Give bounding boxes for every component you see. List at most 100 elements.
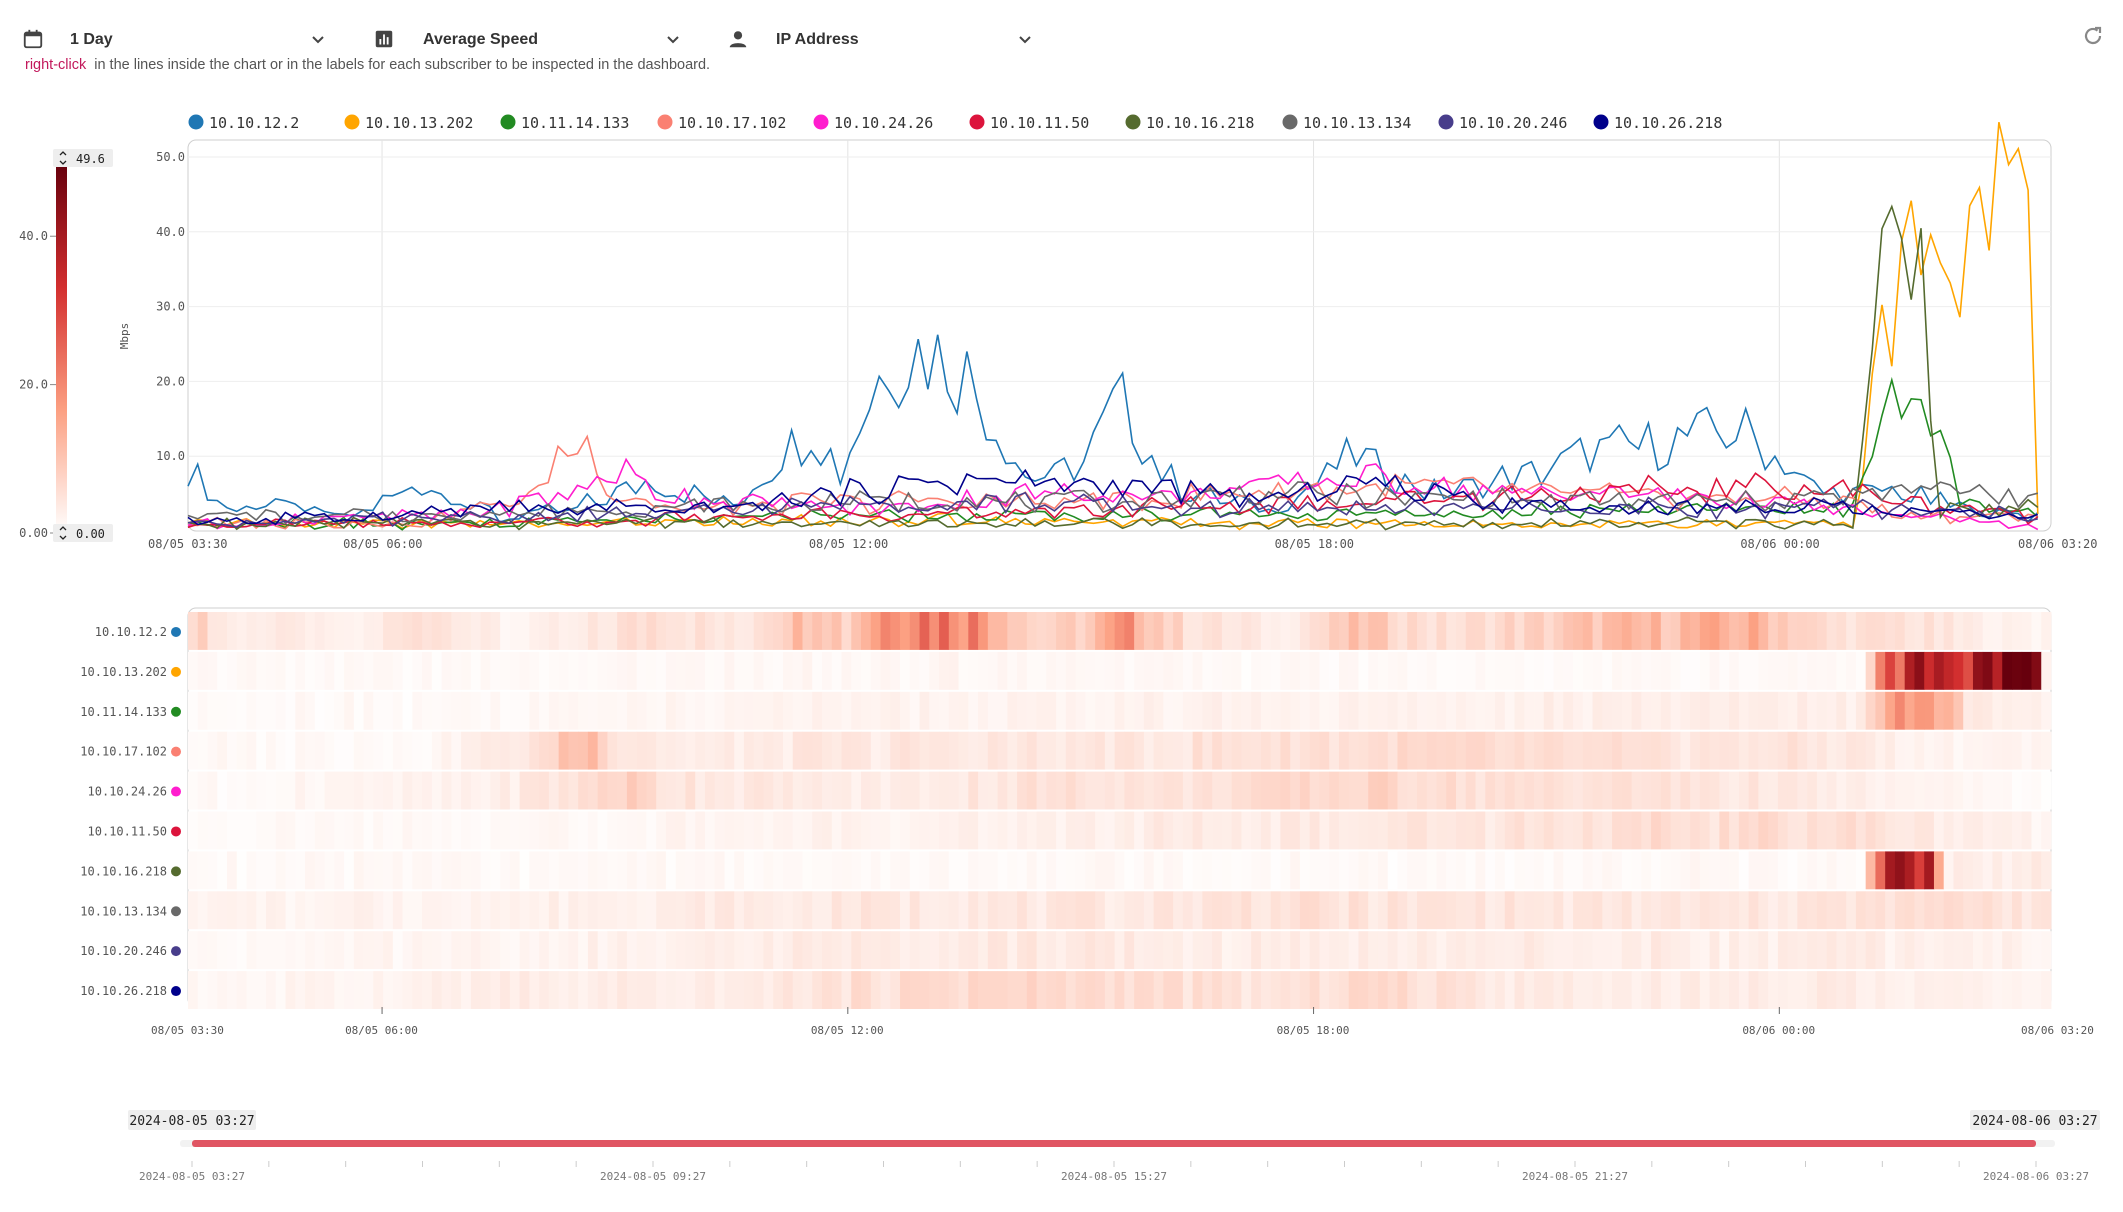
heatmap-cell[interactable] bbox=[1153, 971, 1164, 1009]
heatmap-cell[interactable] bbox=[1904, 651, 1915, 690]
heatmap-cell[interactable] bbox=[1768, 771, 1779, 810]
heatmap-cell[interactable] bbox=[1719, 771, 1730, 810]
heatmap-cell[interactable] bbox=[568, 651, 579, 690]
heatmap-cell[interactable] bbox=[1329, 891, 1340, 930]
heatmap-cell[interactable] bbox=[1836, 691, 1847, 730]
heatmap-cell[interactable] bbox=[1553, 651, 1564, 690]
heatmap-cell[interactable] bbox=[285, 612, 296, 650]
heatmap-cell[interactable] bbox=[743, 771, 755, 810]
heatmap-row-label[interactable]: 10.10.16.218 bbox=[80, 864, 167, 878]
heatmap-cell[interactable] bbox=[987, 891, 998, 930]
heatmap-cell[interactable] bbox=[1095, 771, 1106, 810]
heatmap-cell[interactable] bbox=[188, 851, 199, 890]
heatmap-cell[interactable] bbox=[968, 931, 979, 970]
heatmap-cell[interactable] bbox=[1299, 891, 1311, 930]
heatmap-cell[interactable] bbox=[188, 971, 199, 1009]
heatmap-cell[interactable] bbox=[685, 851, 696, 890]
heatmap-cell[interactable] bbox=[1212, 731, 1223, 770]
heatmap-cell[interactable] bbox=[968, 771, 979, 810]
heatmap-cell[interactable] bbox=[1153, 612, 1164, 650]
heatmap-cell[interactable] bbox=[500, 691, 511, 730]
heatmap-cell[interactable] bbox=[1290, 811, 1301, 850]
heatmap-cell[interactable] bbox=[773, 971, 784, 1009]
heatmap-cell[interactable] bbox=[1816, 771, 1828, 810]
heatmap-cell[interactable] bbox=[422, 971, 433, 1009]
heatmap-cell[interactable] bbox=[2021, 971, 2032, 1009]
heatmap-cell[interactable] bbox=[743, 731, 755, 770]
heatmap-cell[interactable] bbox=[909, 811, 920, 850]
heatmap-cell[interactable] bbox=[587, 612, 599, 650]
heatmap-cell[interactable] bbox=[1943, 771, 1954, 810]
heatmap-cell[interactable] bbox=[1241, 891, 1252, 930]
heatmap-cell[interactable] bbox=[227, 971, 238, 1009]
heatmap-cell[interactable] bbox=[1758, 851, 1769, 890]
heatmap-cell[interactable] bbox=[1904, 851, 1915, 890]
heatmap-cell[interactable] bbox=[1963, 851, 1974, 890]
heatmap-cell[interactable] bbox=[1972, 612, 1984, 650]
heatmap-cell[interactable] bbox=[1524, 891, 1535, 930]
heatmap-cell[interactable] bbox=[1309, 811, 1320, 850]
heatmap-cell[interactable] bbox=[861, 771, 872, 810]
heatmap-cell[interactable] bbox=[968, 971, 979, 1009]
heatmap-cell[interactable] bbox=[1416, 851, 1428, 890]
heatmap-cell[interactable] bbox=[782, 651, 794, 690]
heatmap-row-label[interactable]: 10.11.14.133 bbox=[80, 705, 167, 719]
heatmap-cell[interactable] bbox=[353, 811, 364, 850]
heatmap-cell[interactable] bbox=[1104, 891, 1116, 930]
metric-select[interactable]: Average Speed bbox=[423, 26, 680, 54]
heatmap-cell[interactable] bbox=[1182, 691, 1194, 730]
heatmap-cell[interactable] bbox=[1943, 612, 1954, 650]
heatmap-cell[interactable] bbox=[1943, 731, 1954, 770]
heatmap-cell[interactable] bbox=[851, 731, 862, 770]
heatmap-cell[interactable] bbox=[1387, 851, 1398, 890]
heatmap-cell[interactable] bbox=[1933, 612, 1945, 650]
heatmap-cell[interactable] bbox=[1534, 811, 1545, 850]
heatmap-cell[interactable] bbox=[1660, 771, 1671, 810]
heatmap-cell[interactable] bbox=[1592, 651, 1603, 690]
heatmap-cell[interactable] bbox=[1933, 811, 1945, 850]
heatmap-cell[interactable] bbox=[831, 612, 842, 650]
heatmap-cell[interactable] bbox=[1397, 931, 1408, 970]
heatmap-cell[interactable] bbox=[978, 651, 989, 690]
heatmap-cell[interactable] bbox=[1143, 651, 1155, 690]
heatmap-cell[interactable] bbox=[675, 612, 686, 650]
heatmap-cell[interactable] bbox=[383, 731, 394, 770]
heatmap-cell[interactable] bbox=[344, 851, 355, 890]
heatmap-cell[interactable] bbox=[714, 971, 725, 1009]
heatmap-cell[interactable] bbox=[1416, 651, 1428, 690]
heatmap-cell[interactable] bbox=[1075, 691, 1086, 730]
heatmap-cell[interactable] bbox=[656, 651, 667, 690]
heatmap-cell[interactable] bbox=[1241, 811, 1252, 850]
series-line[interactable] bbox=[187, 481, 2038, 524]
heatmap-cell[interactable] bbox=[412, 971, 423, 1009]
heatmap-cell[interactable] bbox=[1124, 931, 1135, 970]
heatmap-cell[interactable] bbox=[685, 651, 696, 690]
heatmap-cell[interactable] bbox=[1134, 971, 1145, 1009]
heatmap-cell[interactable] bbox=[1348, 931, 1359, 970]
heatmap-cell[interactable] bbox=[1524, 931, 1535, 970]
heatmap-cell[interactable] bbox=[1319, 851, 1330, 890]
heatmap-cell[interactable] bbox=[939, 731, 950, 770]
heatmap-cell[interactable] bbox=[1036, 731, 1047, 770]
heatmap-cell[interactable] bbox=[1602, 891, 1613, 930]
heatmap-cell[interactable] bbox=[1251, 931, 1262, 970]
heatmap-cell[interactable] bbox=[207, 851, 218, 890]
heatmap-cell[interactable] bbox=[1280, 691, 1291, 730]
heatmap-cell[interactable] bbox=[1680, 731, 1691, 770]
heatmap-cell[interactable] bbox=[1855, 971, 1867, 1009]
heatmap-cell[interactable] bbox=[1972, 931, 1984, 970]
heatmap-cell[interactable] bbox=[1095, 691, 1106, 730]
heatmap-cell[interactable] bbox=[1729, 931, 1740, 970]
heatmap-cell[interactable] bbox=[1699, 651, 1711, 690]
heatmap-cell[interactable] bbox=[587, 651, 599, 690]
heatmap-cell[interactable] bbox=[314, 851, 325, 890]
heatmap-cell[interactable] bbox=[1270, 811, 1281, 850]
heatmap-cell[interactable] bbox=[197, 771, 208, 810]
heatmap-cell[interactable] bbox=[1192, 651, 1203, 690]
heatmap-cell[interactable] bbox=[1036, 651, 1047, 690]
heatmap-cell[interactable] bbox=[207, 971, 218, 1009]
heatmap-cell[interactable] bbox=[1621, 851, 1632, 890]
heatmap-cell[interactable] bbox=[1953, 891, 1964, 930]
heatmap-cell[interactable] bbox=[1816, 731, 1828, 770]
heatmap-cell[interactable] bbox=[1495, 651, 1506, 690]
